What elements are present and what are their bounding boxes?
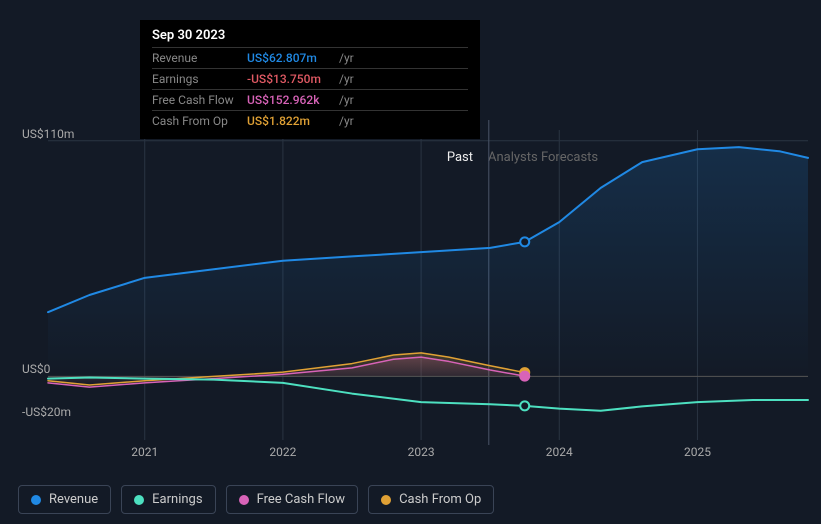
legend-label: Revenue: [49, 492, 98, 507]
tooltip-row-value: US$1.822m: [247, 114, 337, 128]
legend-dot: [239, 495, 249, 505]
tooltip-row-suffix: /yr: [339, 93, 354, 107]
tooltip-row: Free Cash FlowUS$152.962k/yr: [152, 89, 468, 110]
tooltip-row: Earnings-US$13.750m/yr: [152, 68, 468, 89]
y-axis-label: US$0: [22, 362, 50, 376]
legend-dot: [381, 495, 391, 505]
x-axis-label: 2021: [131, 445, 158, 459]
x-axis-label: 2022: [269, 445, 296, 459]
tooltip-row-suffix: /yr: [339, 114, 354, 128]
legend-label: Cash From Op: [399, 492, 481, 507]
legend-dot: [134, 495, 144, 505]
tooltip-row: RevenueUS$62.807m/yr: [152, 47, 468, 68]
tooltip-date: Sep 30 2023: [152, 28, 468, 43]
x-axis-label: 2023: [408, 445, 435, 459]
tooltip-row-suffix: /yr: [339, 72, 354, 86]
tooltip-row-label: Earnings: [152, 72, 247, 86]
tooltip-row-label: Cash From Op: [152, 114, 247, 128]
legend-label: Free Cash Flow: [257, 492, 345, 507]
chart-legend: Revenue Earnings Free Cash Flow Cash From O…: [18, 485, 494, 514]
x-axis-label: 2025: [684, 445, 711, 459]
x-axis-label: 2024: [546, 445, 573, 459]
chart-tooltip: Sep 30 2023 RevenueUS$62.807m/yrEarnings…: [140, 20, 480, 139]
tooltip-row-label: Revenue: [152, 51, 247, 65]
tooltip-row-label: Free Cash Flow: [152, 93, 247, 107]
legend-dot: [31, 495, 41, 505]
legend-item[interactable]: Cash From Op: [368, 485, 494, 514]
tooltip-row: Cash From OpUS$1.822m/yr: [152, 110, 468, 131]
tooltip-row-value: -US$13.750m: [247, 72, 337, 86]
tooltip-row-suffix: /yr: [339, 51, 354, 65]
tooltip-row-value: US$62.807m: [247, 51, 337, 65]
legend-item[interactable]: Revenue: [18, 485, 111, 514]
legend-label: Earnings: [152, 492, 202, 507]
legend-item[interactable]: Free Cash Flow: [226, 485, 358, 514]
tooltip-row-value: US$152.962k: [247, 93, 337, 107]
y-axis-label: -US$20m: [22, 405, 71, 419]
legend-item[interactable]: Earnings: [121, 485, 215, 514]
financial-chart[interactable]: [18, 120, 808, 460]
y-axis-label: US$110m: [22, 127, 74, 141]
